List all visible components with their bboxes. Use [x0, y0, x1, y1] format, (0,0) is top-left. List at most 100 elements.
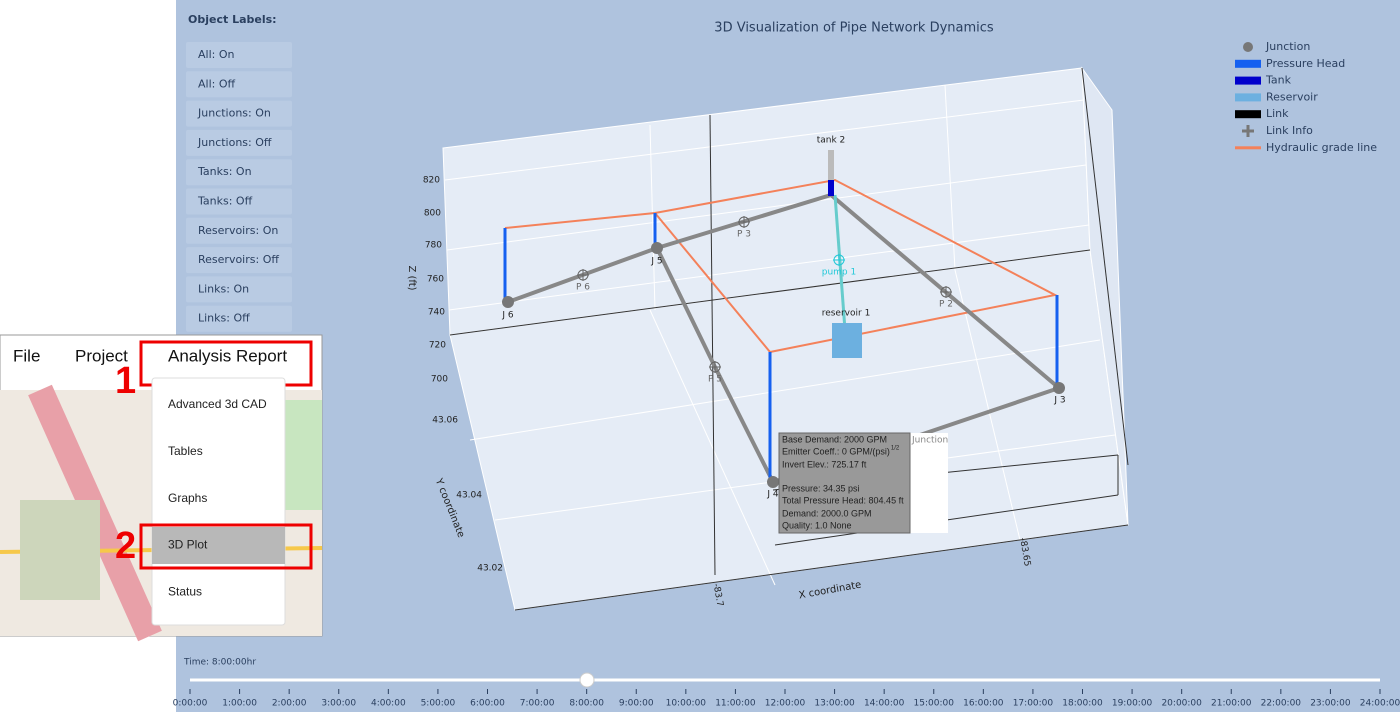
label-button-text[interactable]: Links: Off	[198, 312, 250, 325]
link-label: P 3	[737, 230, 751, 240]
label-button-text[interactable]: All: Off	[198, 77, 235, 90]
label-button-text[interactable]: Junctions: Off	[197, 136, 272, 149]
z-axis-label: Z (ft)	[406, 265, 417, 290]
time-tick-label: 11:00:00	[715, 699, 756, 709]
y-tick-label: 43.02	[477, 564, 503, 574]
time-tick-label: 15:00:00	[914, 699, 955, 709]
label-button[interactable]	[186, 100, 292, 127]
hover-line: Total Pressure Head: 804.45 ft	[782, 495, 904, 505]
legend-label: Hydraulic grade line	[1266, 141, 1377, 154]
label-button-text[interactable]: Links: On	[198, 282, 249, 295]
time-tick-label: 0:00:00	[173, 699, 208, 709]
time-tick-label: 6:00:00	[470, 699, 505, 709]
node-label: tank 2	[817, 136, 846, 146]
label-button[interactable]	[186, 42, 292, 68]
time-tick-label: 17:00:00	[1013, 699, 1054, 709]
time-tick-label: 12:00:00	[765, 699, 806, 709]
links	[507, 192, 1063, 485]
label-button-text[interactable]: Reservoirs: On	[198, 224, 278, 237]
label-button[interactable]	[186, 188, 292, 215]
label-button-text[interactable]: Tanks: Off	[197, 195, 253, 208]
time-tick-label: 9:00:00	[619, 699, 654, 709]
time-tick-label: 18:00:00	[1062, 699, 1103, 709]
step-number: 1	[115, 360, 136, 402]
legend-label: Reservoir	[1266, 90, 1318, 103]
menu-item[interactable]: Graphs	[168, 491, 207, 505]
hover-name: Junction	[911, 436, 948, 446]
highlight-box	[139, 523, 313, 570]
legend-symbol	[1242, 125, 1254, 137]
tank-head	[828, 180, 834, 196]
legend-symbol	[1235, 146, 1261, 150]
menu-bar-item[interactable]: File	[13, 346, 40, 365]
label-button-text[interactable]: Junctions: On	[197, 107, 271, 120]
legend-label: Pressure Head	[1266, 57, 1345, 70]
z-tick-label: 800	[424, 209, 441, 219]
hgl	[504, 178, 1058, 354]
menu-bar-item[interactable]: Analysis Report	[168, 346, 287, 365]
time-tick-label: 13:00:00	[814, 699, 855, 709]
node-label: J 5	[650, 257, 662, 267]
item-highlight	[152, 527, 285, 564]
legend-label: Junction	[1265, 40, 1310, 53]
hover-line: Demand: 2000.0 GPM	[782, 508, 872, 518]
label-button[interactable]	[186, 159, 292, 186]
time-tick-label: 10:00:00	[666, 699, 707, 709]
link-label: P 2	[939, 300, 953, 310]
menu-item[interactable]: Tables	[168, 444, 203, 458]
label-button-text[interactable]: Tanks: On	[197, 165, 252, 178]
hover-box	[778, 432, 911, 534]
link-label: P 5	[708, 375, 722, 385]
hover-superscript: 1/2	[891, 446, 900, 452]
menu-item[interactable]: Status	[168, 584, 202, 598]
link-info-marker	[833, 254, 845, 266]
time-tick-label: 5:00:00	[421, 699, 456, 709]
hover-line: Quality: 1.0 None	[782, 520, 852, 530]
legend-label: Link Info	[1266, 124, 1313, 137]
node-label: J 6	[501, 311, 514, 321]
time-tick-label: 24:00:00	[1360, 699, 1400, 709]
link-info-marker	[738, 216, 750, 228]
hover-line: Invert Elev.: 725.17 ft	[782, 459, 867, 469]
x-tick-label: -83.7	[711, 583, 725, 608]
map-park	[285, 400, 322, 510]
menu-item[interactable]: Advanced 3d CAD	[168, 397, 267, 411]
x-tick-label: -83.65	[1017, 537, 1032, 567]
plot-title: 3D Visualization of Pipe Network Dynamic…	[714, 21, 994, 36]
menu-item[interactable]: 3D Plot	[168, 538, 208, 552]
menu-bar-item[interactable]: Project	[75, 346, 128, 365]
tank-body	[828, 150, 834, 180]
sidebar-heading: Object Labels:	[188, 13, 277, 26]
label-button[interactable]	[186, 305, 292, 332]
z-tick-label: 760	[427, 275, 444, 285]
label-button[interactable]	[186, 247, 292, 274]
time-label: Time: 8:00:00hr	[183, 658, 256, 668]
pressure-heads	[503, 213, 1059, 482]
time-tick-label: 4:00:00	[371, 699, 406, 709]
junction-markers	[502, 242, 1065, 488]
z-tick-label: 740	[428, 308, 445, 318]
label-button[interactable]	[186, 71, 292, 98]
hover-line: Pressure: 34.35 psi	[782, 483, 860, 493]
time-tick-label: 16:00:00	[963, 699, 1004, 709]
time-tick-label: 23:00:00	[1310, 699, 1351, 709]
link-info-marker	[940, 286, 952, 298]
label-button[interactable]	[186, 129, 292, 156]
label-button[interactable]	[186, 217, 292, 244]
label-button-text[interactable]: Reservoirs: Off	[198, 253, 279, 266]
time-tick-label: 21:00:00	[1211, 699, 1252, 709]
link-label: pump 1	[822, 268, 856, 278]
grid	[444, 84, 1116, 586]
legend-label: Tank	[1265, 74, 1292, 87]
link-label: P 6	[576, 283, 590, 293]
slider-knob[interactable]	[579, 672, 595, 688]
hover-line: Emitter Coeff.: 0 GPM/(psi)	[782, 446, 890, 456]
time-tick-label: 2:00:00	[272, 699, 307, 709]
time-tick-label: 14:00:00	[864, 699, 905, 709]
reservoir	[832, 323, 862, 358]
label-button-text[interactable]: All: On	[198, 48, 234, 61]
label-button[interactable]	[186, 276, 292, 303]
legend-symbol	[1235, 59, 1261, 68]
z-tick-label: 780	[425, 241, 442, 251]
